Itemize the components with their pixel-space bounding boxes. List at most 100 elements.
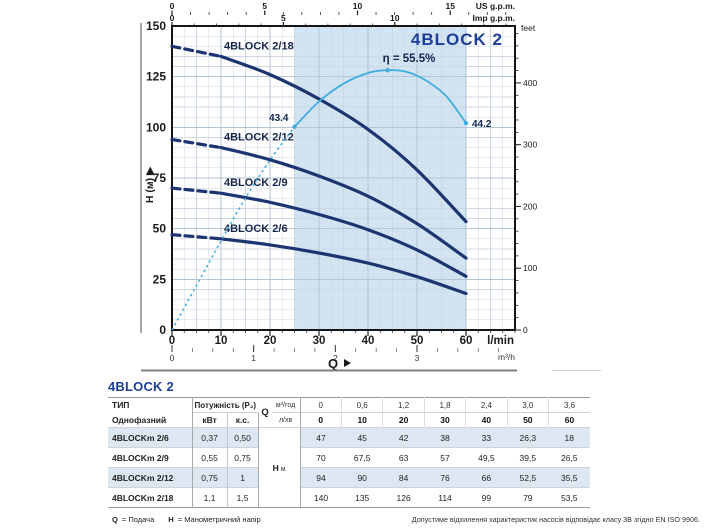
efficiency-marker <box>292 124 297 130</box>
svg-text:0: 0 <box>159 323 166 337</box>
model-name: 4BLOCKm 2/6 <box>108 427 193 448</box>
svg-text:400: 400 <box>523 78 537 88</box>
hp-value: 0,75 <box>227 447 259 468</box>
performance-table: ТИП Однофазний Потужність (P₂) Q м³/год … <box>108 397 590 508</box>
svg-text:5: 5 <box>262 1 267 11</box>
q-m3h-value: 0 <box>300 397 342 413</box>
head-value: 99 <box>465 487 508 508</box>
svg-text:40: 40 <box>362 335 375 347</box>
q-axis-label: Q <box>328 356 338 371</box>
head-value: 84 <box>382 467 425 488</box>
kw-header: кВт <box>192 412 228 428</box>
svg-text:50: 50 <box>153 222 167 236</box>
q-lmin-value: 20 <box>382 412 425 428</box>
kw-value: 0,55 <box>192 447 228 468</box>
head-value: 66 <box>465 467 508 488</box>
tolerance-note: Допустиме відхилення характеристик насос… <box>411 515 700 524</box>
power-header: Потужність (P₂) <box>192 397 259 413</box>
svg-text:5: 5 <box>281 13 286 23</box>
head-value: 140 <box>300 487 342 508</box>
table-body: 4BLOCKm 2/6 0,37 0,50 H м 47 45 42 38 33 26,3 18 4B… <box>108 427 590 508</box>
table-footer: Q = Подача H = Манометричний напір Допуст… <box>108 515 700 524</box>
svg-text:300: 300 <box>523 140 537 150</box>
svg-text:0: 0 <box>169 335 175 347</box>
q-arrow-icon <box>344 359 351 367</box>
head-value: 52,5 <box>507 467 549 488</box>
q-lmin-value: 10 <box>341 412 384 428</box>
head-value: 38 <box>424 427 466 448</box>
phase-label: Однофазний <box>112 415 167 425</box>
svg-text:200: 200 <box>523 201 537 211</box>
curve-label: 4BLOCK 2/18 <box>224 40 294 52</box>
head-value: 53,5 <box>548 487 590 508</box>
table-legend: Q = Подача H = Манометричний напір <box>108 515 275 524</box>
pump-curves: 4BLOCK 2/18 4BLOCK 2/12 4BLOCK 2/9 4BLOCK 2… <box>170 40 468 296</box>
svg-text:H (м) ▶: H (м) ▶ <box>144 166 156 203</box>
head-unit-cell: H м <box>258 427 301 508</box>
curve-label: 4BLOCK 2/12 <box>224 132 294 144</box>
type-column-header: ТИП Однофазний <box>108 397 193 428</box>
q-lmin-value: 0 <box>300 412 342 428</box>
table-row: 4BLOCKm 2/6 0,37 0,50 H м 47 45 42 38 33 26,3 18 <box>108 427 590 508</box>
imp-gpm-axis: 0 5 10 Imp g.p.m. <box>170 13 515 26</box>
svg-text:10: 10 <box>390 13 400 23</box>
svg-text:30: 30 <box>313 335 326 347</box>
efficiency-peak-marker <box>385 67 390 73</box>
svg-text:50: 50 <box>411 335 424 347</box>
model-name: 4BLOCKm 2/9 <box>108 447 193 468</box>
head-value: 126 <box>382 487 425 508</box>
svg-text:Imp g.p.m.: Imp g.p.m. <box>473 13 516 23</box>
svg-text:10: 10 <box>353 1 363 11</box>
q-unit-m3h: м³/год <box>271 398 300 413</box>
m3h-axis: 0 1 2 3 m³/h <box>170 345 515 363</box>
svg-text:2: 2 <box>333 353 338 363</box>
head-value: 67,5 <box>341 447 383 468</box>
head-value: 39,5 <box>507 447 549 468</box>
svg-text:feet: feet <box>521 23 536 33</box>
table-row: 4BLOCKm 2/9 0,55 0,75 70 67,5 63 57 49,5 39,5 26,… <box>108 447 590 468</box>
svg-text:1: 1 <box>251 353 256 363</box>
legend-item: Q = Подача <box>112 515 155 524</box>
head-value: 70 <box>300 447 342 468</box>
kw-value: 1,1 <box>192 487 228 508</box>
svg-text:150: 150 <box>146 19 166 33</box>
svg-text:15: 15 <box>445 1 455 11</box>
svg-text:0: 0 <box>170 13 175 23</box>
table-header: ТИП Однофазний Потужність (P₂) Q м³/год … <box>108 397 590 428</box>
efficiency-annotation: 44.2 <box>472 119 492 130</box>
chart-title: 4BLOCK 2 <box>411 30 503 49</box>
efficiency-marker <box>463 120 469 126</box>
svg-text:100: 100 <box>146 120 166 134</box>
q-lmin-value: 50 <box>507 412 550 428</box>
q-m3h-value: 3,6 <box>548 397 590 413</box>
table-row: 4BLOCKm 2/18 1,1 1,5 140 135 126 114 99 79 53,5 <box>108 487 590 508</box>
table-row: 4BLOCKm 2/12 0,75 1 94 90 84 76 66 52,5 35,5 <box>108 467 590 488</box>
svg-text:125: 125 <box>146 70 166 84</box>
svg-text:0: 0 <box>170 353 175 363</box>
hp-header: к.с. <box>227 412 259 428</box>
svg-text:0: 0 <box>523 325 528 335</box>
head-value: 47 <box>300 427 342 448</box>
head-value: 79 <box>507 487 549 508</box>
head-value: 45 <box>341 427 383 448</box>
svg-text:l/min: l/min <box>487 335 514 347</box>
q-unit-lmin: л/хв <box>278 416 293 424</box>
kw-value: 0,75 <box>192 467 228 488</box>
efficiency-curve: η = 55.5% 43.4 44.2 <box>171 53 492 331</box>
q-lmin-value: 60 <box>564 415 575 425</box>
efficiency-label: η = 55.5% <box>383 53 436 65</box>
pump-curve-4BLOCK-2-9: 4BLOCK 2/9 <box>170 177 468 278</box>
table-title: 4BLOCK 2 <box>108 379 174 394</box>
flow-header: Q м³/год л/хв <box>258 397 301 428</box>
svg-text:20: 20 <box>264 335 277 347</box>
us-gpm-axis: 0 5 10 15 US g.p.m. <box>170 1 515 15</box>
q-lmin-value: 40 <box>465 412 508 428</box>
lmin-axis: 0 10 20 30 40 50 60 l/min <box>169 330 516 347</box>
head-value: 26,5 <box>548 447 590 468</box>
head-value: 135 <box>341 487 383 508</box>
svg-text:100: 100 <box>523 263 537 273</box>
q-lmin-value: 30 <box>424 412 467 428</box>
svg-text:US g.p.m.: US g.p.m. <box>476 1 515 11</box>
